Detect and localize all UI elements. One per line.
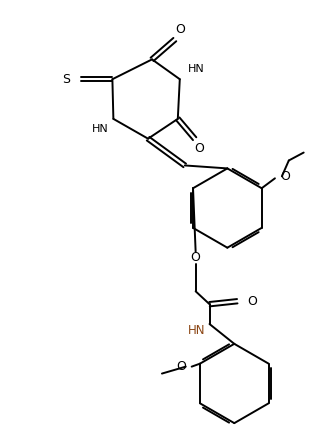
Text: HN: HN xyxy=(92,124,109,134)
Text: HN: HN xyxy=(188,64,204,74)
Text: O: O xyxy=(175,23,185,36)
Text: O: O xyxy=(195,142,205,155)
Text: S: S xyxy=(62,73,70,86)
Text: O: O xyxy=(247,295,257,308)
Text: HN: HN xyxy=(188,324,206,338)
Text: O: O xyxy=(280,170,290,183)
Text: O: O xyxy=(176,360,186,373)
Text: O: O xyxy=(191,251,201,264)
